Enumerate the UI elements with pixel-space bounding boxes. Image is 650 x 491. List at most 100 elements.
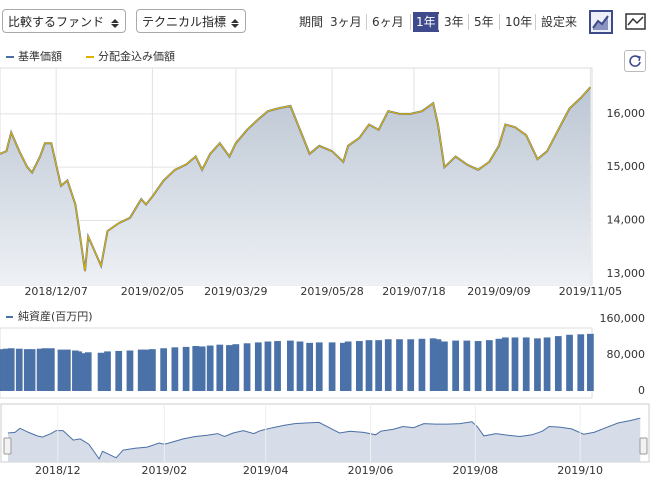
bar — [0, 349, 4, 391]
bar — [64, 349, 71, 391]
bar — [554, 336, 562, 391]
period-button[interactable]: 10年 — [505, 15, 533, 29]
bar — [339, 342, 347, 391]
period-separator — [468, 14, 469, 30]
bar — [344, 341, 352, 391]
bar — [384, 339, 392, 391]
bar — [306, 342, 314, 391]
navigator-tick-label: 2018/12 — [35, 464, 81, 477]
y-tick-label: 80,000 — [607, 348, 646, 361]
navigator-area — [8, 418, 641, 462]
line-chart-icon[interactable] — [624, 10, 648, 34]
bar — [511, 337, 519, 391]
y-tick-label: 160,000 — [600, 312, 646, 325]
panel-title: 純資産(百万円) — [18, 310, 93, 323]
bar — [452, 340, 459, 391]
period-label: 期間 — [299, 15, 324, 29]
x-tick-label: 2019/05/28 — [300, 285, 363, 298]
area — [0, 87, 591, 285]
period-button[interactable]: 3ヶ月 — [330, 15, 362, 29]
bar — [115, 350, 123, 391]
reset-button[interactable] — [624, 50, 646, 72]
bar — [463, 340, 471, 391]
bar — [396, 339, 403, 391]
area-chart-icon[interactable] — [589, 10, 613, 34]
plot-area — [0, 67, 593, 286]
bar — [57, 349, 65, 391]
period-separator — [410, 14, 411, 30]
bar — [216, 344, 224, 391]
bar — [81, 353, 89, 391]
navigator-handle[interactable] — [3, 437, 12, 455]
bar — [137, 349, 145, 391]
bar — [375, 340, 382, 391]
navigator-handle[interactable] — [639, 437, 648, 455]
period-separator — [438, 14, 439, 30]
bar — [97, 352, 105, 391]
x-tick-label: 2019/02/05 — [121, 285, 184, 298]
navigator-tick-label: 2019/08 — [452, 464, 498, 477]
bar — [198, 346, 206, 391]
bar — [418, 338, 426, 391]
technical-dropdown[interactable]: テクニカル指標 — [136, 9, 246, 33]
x-tick-label: 2019/07/18 — [382, 285, 445, 298]
period-button[interactable]: 6ヶ月 — [372, 15, 404, 29]
bar — [254, 342, 262, 391]
bar — [15, 348, 23, 391]
period-separator — [366, 14, 367, 30]
bar — [104, 351, 111, 391]
navigator-frame — [0, 403, 650, 463]
icon-graphic — [625, 13, 646, 30]
bar — [243, 343, 251, 391]
bar — [474, 341, 482, 391]
navigator-tick-label: 2019/04 — [243, 464, 289, 477]
bar — [7, 348, 15, 391]
bar — [315, 342, 323, 391]
bar — [182, 346, 190, 391]
bar — [192, 346, 200, 391]
bar — [160, 348, 168, 391]
bar — [149, 349, 156, 391]
bar — [206, 345, 214, 391]
period-button[interactable]: 設定来 — [541, 15, 578, 29]
bar — [36, 348, 44, 391]
period-button[interactable]: 1年 — [413, 12, 439, 32]
navigator-tick-label: 2019/06 — [348, 464, 394, 477]
bar — [75, 351, 82, 391]
bar — [587, 333, 594, 391]
bar — [126, 350, 134, 391]
bar — [41, 348, 49, 391]
period-separator — [499, 14, 500, 30]
bar — [441, 341, 448, 391]
bar — [534, 338, 541, 391]
bar — [264, 341, 272, 391]
bar — [232, 344, 240, 391]
compare-dropdown[interactable]: 比較するファンド — [2, 9, 126, 33]
period-button[interactable]: 3年 — [444, 15, 464, 29]
y-tick-label: 15,000 — [607, 160, 646, 173]
bar — [577, 334, 585, 391]
bar — [142, 349, 150, 391]
bar — [543, 337, 551, 391]
bar — [84, 352, 92, 391]
legend-label: 基準価額 — [18, 49, 62, 63]
y-tick-label: 0 — [638, 384, 645, 397]
bar — [495, 338, 503, 391]
navigator-line — [7, 417, 641, 460]
series-line — [0, 86, 591, 272]
bar — [522, 337, 530, 391]
period-button[interactable]: 5年 — [474, 15, 494, 29]
y-tick-label: 13,000 — [607, 267, 646, 280]
bar — [28, 349, 36, 391]
bar — [407, 339, 415, 391]
bar — [328, 342, 336, 391]
bar — [226, 345, 233, 391]
period-separator — [535, 14, 536, 30]
bar — [72, 350, 79, 391]
icon-graphic — [629, 55, 641, 67]
navigator-tick-label: 2019/10 — [557, 464, 603, 477]
bar — [274, 341, 281, 391]
bar — [47, 348, 55, 391]
bar — [502, 337, 509, 391]
